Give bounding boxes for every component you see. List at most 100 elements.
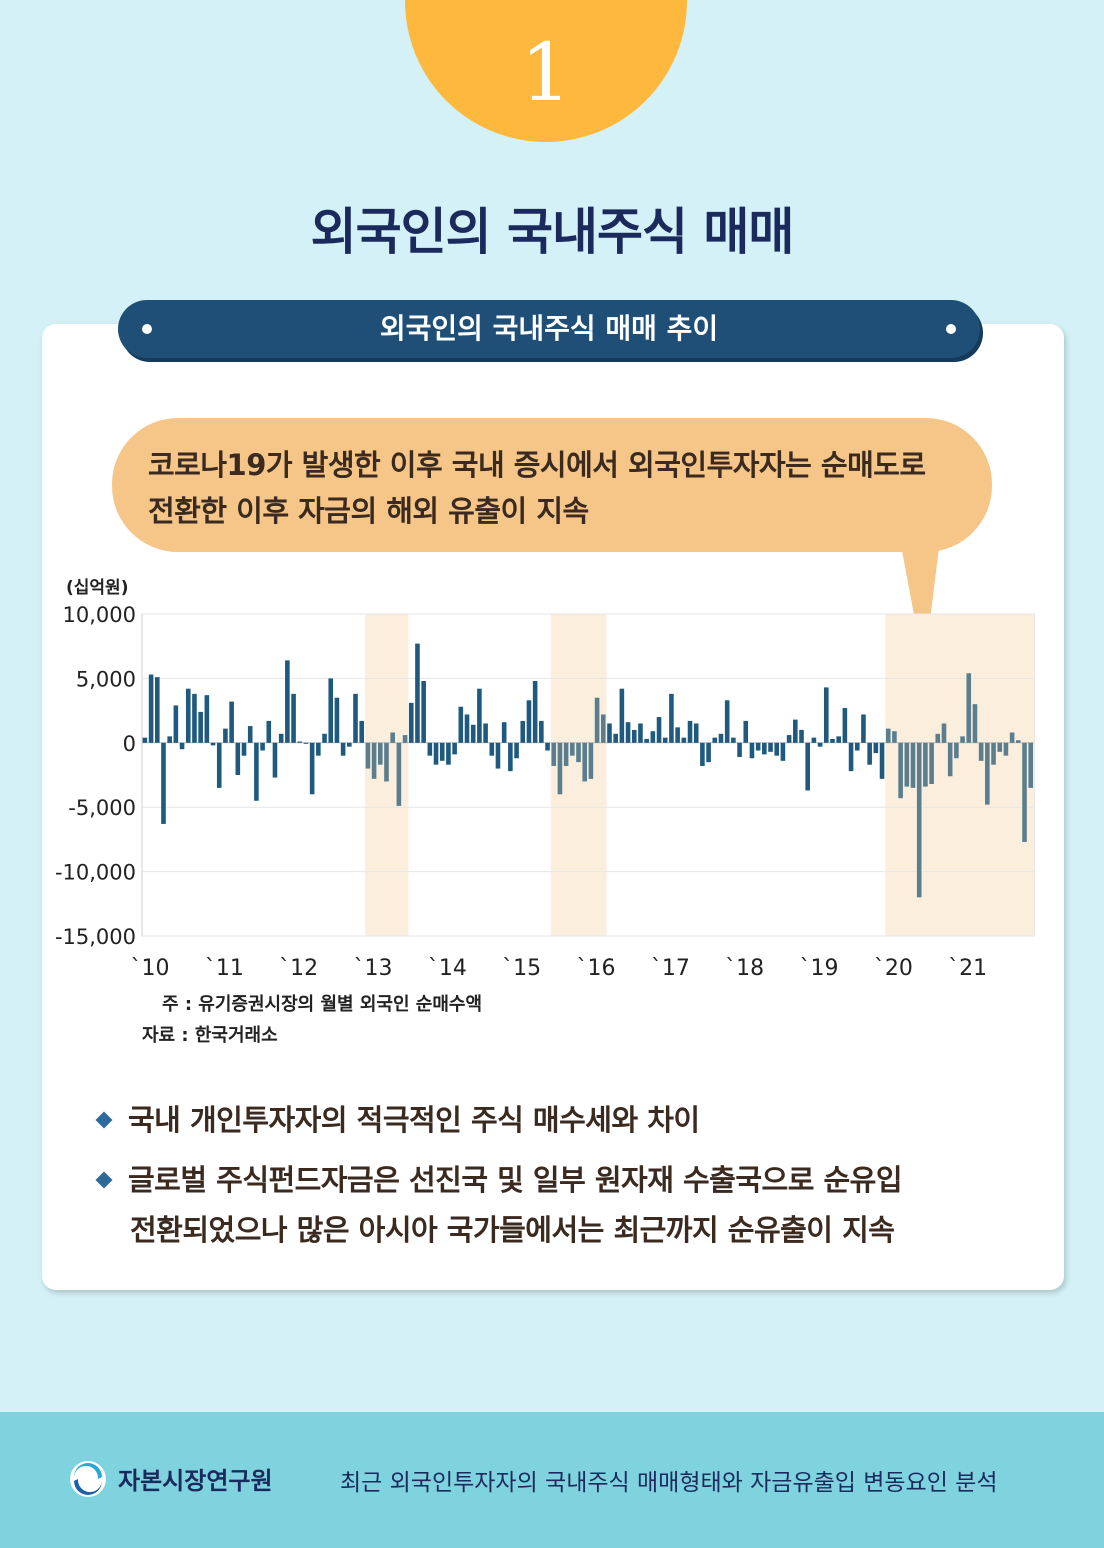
bar [185, 688, 191, 743]
bar [1016, 740, 1021, 743]
bar [371, 742, 377, 779]
bar [997, 742, 1003, 752]
bar [161, 742, 166, 824]
bar [359, 720, 364, 743]
bar [297, 741, 303, 743]
shaded-period-3 [885, 614, 1034, 936]
bar [557, 742, 563, 795]
bar [551, 742, 557, 766]
callout-line-1: 코로나19가 발생한 이후 국내 증시에서 외국인투자자는 순매도로 [148, 448, 926, 482]
bar [483, 723, 488, 743]
bar [570, 742, 575, 756]
bar [433, 742, 439, 765]
bar [737, 742, 742, 757]
bar [489, 742, 495, 756]
bar [762, 742, 767, 755]
bar [563, 742, 569, 766]
bar [960, 736, 965, 743]
bar [650, 731, 656, 743]
bar [545, 742, 550, 751]
bar [204, 695, 210, 743]
bullet-2-text-line-1: 글로벌 주식펀드자금은 선진국 및 일부 원자재 수출국으로 순유입 [128, 1163, 903, 1197]
bar [241, 742, 247, 756]
bar [508, 742, 513, 772]
diamond-bullet-icon [95, 1171, 113, 1189]
bar [198, 711, 203, 743]
bar [774, 742, 780, 756]
x-tick-label: `14 [428, 956, 467, 981]
bar [179, 742, 185, 750]
x-tick-label: `17 [651, 956, 690, 981]
bar [724, 700, 730, 743]
bar [817, 742, 823, 747]
bar [768, 742, 773, 752]
org-name: 자본시장연구원 [118, 1467, 273, 1495]
y-tick-label: 10,000 [63, 603, 136, 627]
bar [340, 742, 346, 756]
bar [879, 742, 885, 779]
bar [755, 742, 761, 751]
bar [972, 704, 978, 743]
bar [501, 722, 507, 743]
x-tick-label: `10 [131, 956, 170, 981]
bar [235, 742, 241, 775]
bar [991, 742, 996, 765]
x-tick-label: `18 [725, 956, 764, 981]
bar [910, 742, 916, 788]
bar [390, 732, 395, 743]
x-tick-label: `12 [279, 956, 318, 981]
bar [966, 673, 972, 743]
bar [526, 700, 532, 743]
bar [1022, 742, 1027, 842]
x-tick-label: `11 [205, 956, 244, 981]
bar [700, 742, 705, 766]
bar [780, 742, 786, 761]
y-tick-label: 5,000 [76, 667, 136, 691]
bar [254, 742, 259, 801]
bar [285, 660, 290, 743]
bar [842, 708, 848, 743]
bar [365, 742, 371, 769]
callout-text: 코로나19가 발생한 이후 국내 증시에서 외국인투자자는 순매도로 전환한 이… [148, 442, 968, 534]
bar [793, 719, 798, 743]
y-tick-label: -10,000 [55, 861, 136, 885]
x-tick-label: `21 [948, 956, 987, 981]
bar [322, 733, 327, 743]
bar [470, 724, 476, 743]
bar [421, 680, 426, 743]
bar [638, 723, 643, 743]
bar [718, 733, 724, 743]
bar [223, 728, 228, 743]
bullet-item-2: 글로벌 주식펀드자금은 선진국 및 일부 원자재 수출국으로 순유입 전환되었으… [95, 1155, 903, 1255]
bar [947, 742, 953, 777]
bar [687, 720, 693, 743]
bar [446, 742, 451, 765]
bar [619, 688, 625, 743]
bar [600, 714, 606, 743]
bar [799, 729, 804, 743]
bar [836, 736, 841, 743]
bar [904, 742, 910, 787]
y-tick-label: 0 [123, 732, 136, 756]
bar [786, 735, 792, 743]
bar [861, 714, 866, 743]
bar [439, 742, 445, 761]
bar [427, 742, 433, 756]
report-title: 최근 외국인투자자의 국내주식 매매형태와 자금유출입 변동요인 분석 [340, 1470, 998, 1496]
callout-line-2: 전환한 이후 자금의 해외 유출이 지속 [148, 494, 589, 528]
page-title: 외국인의 국내주식 매매 [310, 203, 795, 261]
bullet-item-1: 국내 개인투자자의 적극적인 주식 매수세와 차이 [95, 1095, 700, 1145]
bar [706, 742, 711, 763]
bar [675, 727, 680, 743]
bar [384, 742, 389, 782]
bar [743, 720, 749, 743]
x-tick-label: `15 [502, 956, 541, 981]
bar [811, 737, 817, 743]
bar [848, 742, 854, 772]
bar [805, 742, 810, 791]
bar [210, 742, 216, 746]
bar [266, 720, 272, 743]
bar [867, 742, 872, 765]
bar [142, 737, 148, 743]
bar [594, 697, 600, 743]
